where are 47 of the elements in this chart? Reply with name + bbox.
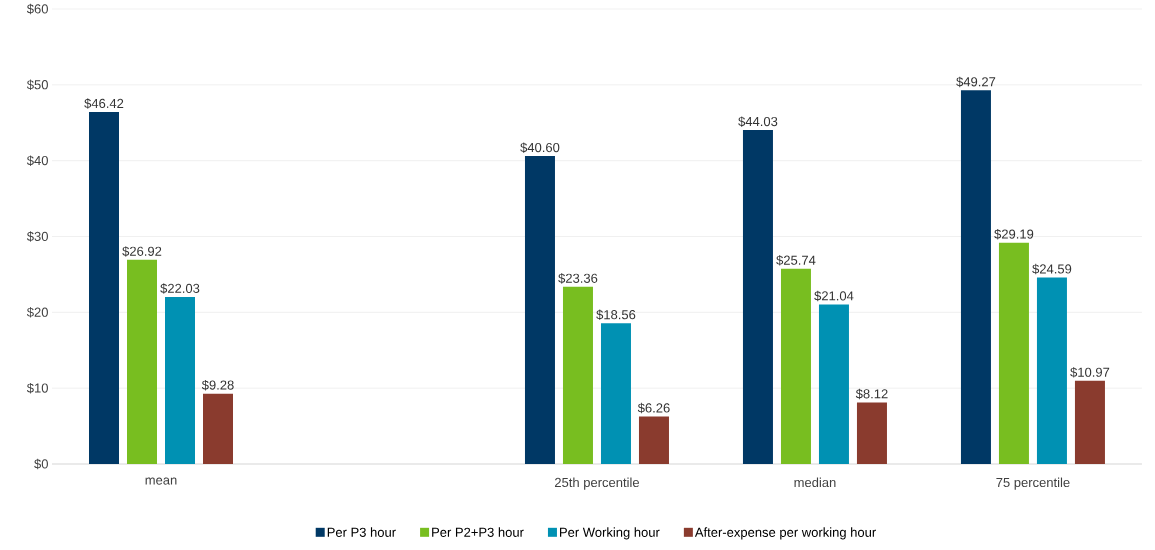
bar (1074, 380, 1105, 464)
x-tick-label: median (794, 477, 836, 488)
y-tick-label: $40 (26, 155, 48, 166)
y-tick-label: $20 (26, 307, 48, 318)
bar (524, 156, 555, 464)
data-label: $25.74 (776, 255, 816, 266)
data-label: $18.56 (596, 309, 636, 321)
y-tick-label: $60 (26, 3, 48, 15)
data-label: $29.19 (994, 228, 1034, 240)
bar (742, 130, 773, 464)
legend-label: Per Working hour (560, 527, 660, 540)
data-label: $8.12 (855, 388, 888, 400)
x-tick-label: 75 percentile (996, 477, 1070, 490)
bar (638, 416, 669, 464)
bar (960, 90, 991, 464)
data-label: $40.60 (520, 142, 560, 153)
legend-label: Per P2+P3 hour (432, 527, 524, 537)
data-label: $49.27 (956, 76, 996, 88)
y-tick-label: $50 (26, 79, 48, 91)
y-tick-label: $10 (26, 382, 48, 394)
y-tick-label: $0 (34, 458, 48, 470)
bar (1036, 277, 1067, 464)
x-tick-label: mean (145, 477, 177, 485)
data-label: $21.04 (814, 290, 854, 302)
bar (856, 402, 887, 464)
data-label: $10.97 (1070, 367, 1110, 378)
data-label: $26.92 (122, 246, 162, 257)
bar (165, 296, 195, 464)
bar (600, 323, 631, 464)
legend-label: After-expense per working hour (694, 527, 876, 540)
bar (818, 304, 849, 464)
data-label: $9.28 (201, 379, 234, 391)
data-label: $23.36 (558, 273, 598, 284)
legend-label: Per P3 hour (327, 527, 396, 537)
y-tick-label: $30 (26, 231, 48, 242)
bar (998, 242, 1029, 464)
bar (127, 259, 157, 464)
bar (562, 286, 593, 464)
bar (203, 393, 233, 464)
data-label: $24.59 (1032, 263, 1072, 275)
bar (89, 111, 119, 464)
x-tick-label: 25th percentile (554, 477, 640, 490)
data-label: $44.03 (738, 116, 778, 127)
data-label: $22.03 (160, 283, 200, 294)
data-label: $46.42 (84, 98, 124, 109)
bar (780, 268, 811, 464)
data-label: $6.26 (637, 402, 670, 414)
